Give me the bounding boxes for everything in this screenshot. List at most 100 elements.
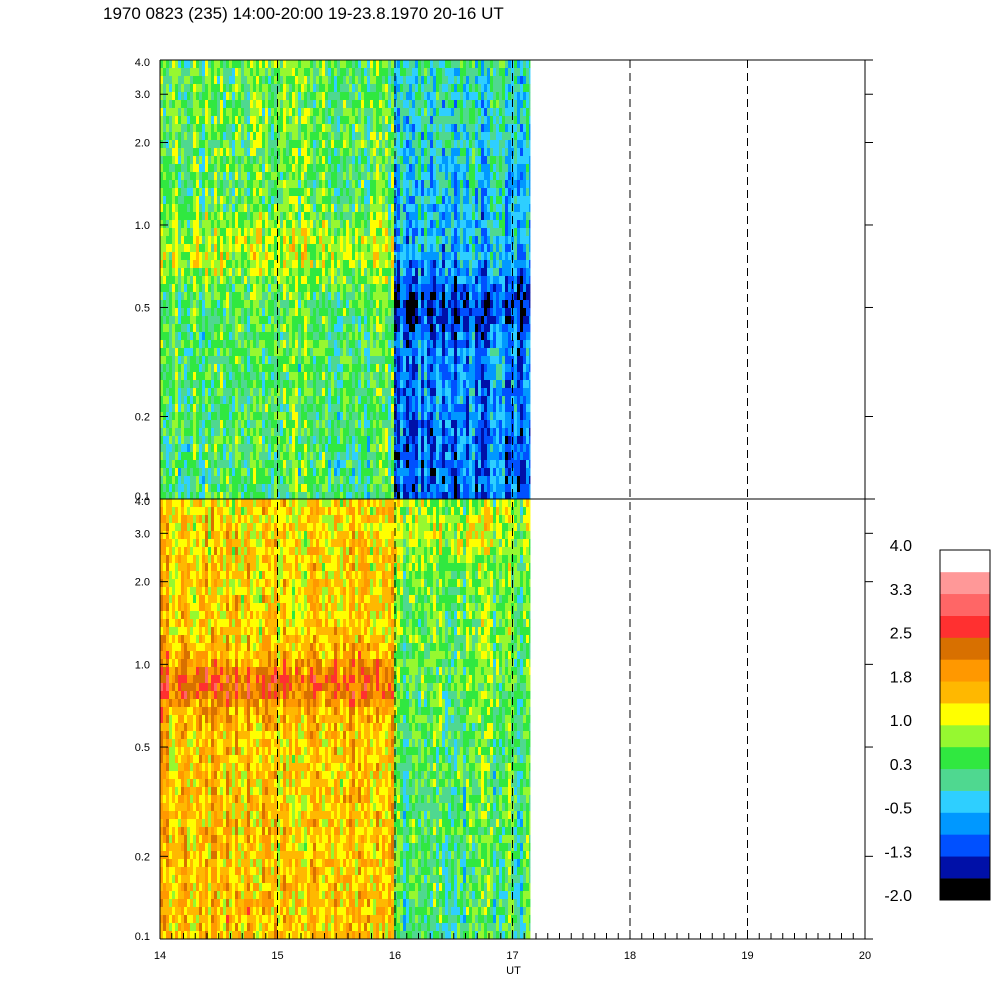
- heatmap-cell: [205, 372, 209, 381]
- heatmap-cell: [370, 380, 374, 389]
- heatmap-cell: [403, 164, 407, 173]
- heatmap-cell: [274, 412, 278, 421]
- heatmap-cell: [346, 476, 350, 485]
- heatmap-cell: [202, 316, 206, 325]
- heatmap-cell: [295, 100, 299, 109]
- heatmap-cell: [298, 396, 302, 405]
- heatmap-cell: [361, 292, 365, 301]
- heatmap-cell: [397, 220, 401, 229]
- heatmap-cell: [286, 172, 290, 181]
- heatmap-cell: [175, 252, 179, 261]
- heatmap-cell: [274, 76, 278, 85]
- heatmap-cell: [175, 60, 179, 69]
- heatmap-cell: [331, 396, 335, 405]
- heatmap-cell: [328, 372, 332, 381]
- heatmap-cell: [325, 212, 329, 221]
- heatmap-cell: [280, 332, 284, 341]
- heatmap-cell: [370, 388, 374, 397]
- heatmap-cell: [181, 252, 185, 261]
- heatmap-cell: [406, 292, 410, 301]
- heatmap-cell: [364, 292, 368, 301]
- heatmap-cell: [268, 484, 272, 493]
- heatmap-cell: [190, 220, 194, 229]
- heatmap-cell: [199, 100, 203, 109]
- heatmap-cell: [187, 284, 191, 293]
- heatmap-cell: [301, 260, 305, 269]
- heatmap-cell: [391, 284, 395, 293]
- heatmap-cell: [349, 164, 353, 173]
- heatmap-cell: [430, 420, 434, 429]
- heatmap-cell: [250, 372, 254, 381]
- heatmap-cell: [226, 284, 230, 293]
- heatmap-cell: [169, 300, 173, 309]
- heatmap-cell: [427, 268, 431, 277]
- heatmap-cell: [286, 356, 290, 365]
- heatmap-cell: [379, 372, 383, 381]
- heatmap-cell: [214, 268, 218, 277]
- heatmap-cell: [382, 204, 386, 213]
- heatmap-cell: [424, 172, 428, 181]
- heatmap-cell: [331, 428, 335, 437]
- heatmap-cell: [388, 132, 392, 141]
- heatmap-cell: [349, 292, 353, 301]
- heatmap-cell: [178, 380, 182, 389]
- heatmap-cell: [424, 220, 428, 229]
- heatmap-cell: [169, 460, 173, 469]
- heatmap-cell: [385, 436, 389, 445]
- heatmap-cell: [385, 324, 389, 333]
- heatmap-cell: [412, 276, 416, 285]
- heatmap-cell: [199, 468, 203, 477]
- heatmap-cell: [253, 244, 257, 253]
- heatmap-cell: [214, 252, 218, 261]
- heatmap-cell: [376, 316, 380, 325]
- heatmap-cell: [403, 204, 407, 213]
- heatmap-cell: [232, 276, 236, 285]
- heatmap-cell: [196, 316, 200, 325]
- heatmap-cell: [280, 412, 284, 421]
- heatmap-cell: [307, 156, 311, 165]
- heatmap-cell: [313, 260, 317, 269]
- heatmap-cell: [196, 252, 200, 261]
- heatmap-cell: [379, 260, 383, 269]
- heatmap-cell: [187, 468, 191, 477]
- heatmap-cell: [364, 68, 368, 77]
- heatmap-cell: [223, 252, 227, 261]
- heatmap-cell: [202, 76, 206, 85]
- heatmap-cell: [226, 412, 230, 421]
- heatmap-cell: [385, 276, 389, 285]
- heatmap-cell: [256, 444, 260, 453]
- heatmap-cell: [409, 84, 413, 93]
- heatmap-cell: [427, 380, 431, 389]
- heatmap-cell: [193, 188, 197, 197]
- heatmap-cell: [313, 396, 317, 405]
- heatmap-cell: [214, 428, 218, 437]
- heatmap-cell: [259, 468, 263, 477]
- heatmap-cell: [325, 468, 329, 477]
- heatmap-cell: [376, 84, 380, 93]
- heatmap-cell: [316, 460, 320, 469]
- heatmap-cell: [301, 388, 305, 397]
- heatmap-cell: [166, 300, 170, 309]
- heatmap-cell: [217, 324, 221, 333]
- heatmap-cell: [232, 356, 236, 365]
- heatmap-cell: [268, 60, 272, 69]
- heatmap-cell: [211, 444, 215, 453]
- heatmap-cell: [370, 236, 374, 245]
- heatmap-cell: [361, 444, 365, 453]
- heatmap-cell: [286, 92, 290, 101]
- heatmap-cell: [331, 452, 335, 461]
- heatmap-cell: [259, 380, 263, 389]
- heatmap-cell: [226, 60, 230, 69]
- heatmap-cell: [217, 420, 221, 429]
- heatmap-cell: [226, 380, 230, 389]
- heatmap-cell: [331, 236, 335, 245]
- heatmap-cell: [364, 460, 368, 469]
- heatmap-cell: [358, 316, 362, 325]
- heatmap-cell: [355, 68, 359, 77]
- heatmap-cell: [313, 356, 317, 365]
- heatmap-cell: [430, 188, 434, 197]
- heatmap-cell: [397, 140, 401, 149]
- heatmap-cell: [316, 332, 320, 341]
- heatmap-cell: [319, 428, 323, 437]
- heatmap-cell: [355, 268, 359, 277]
